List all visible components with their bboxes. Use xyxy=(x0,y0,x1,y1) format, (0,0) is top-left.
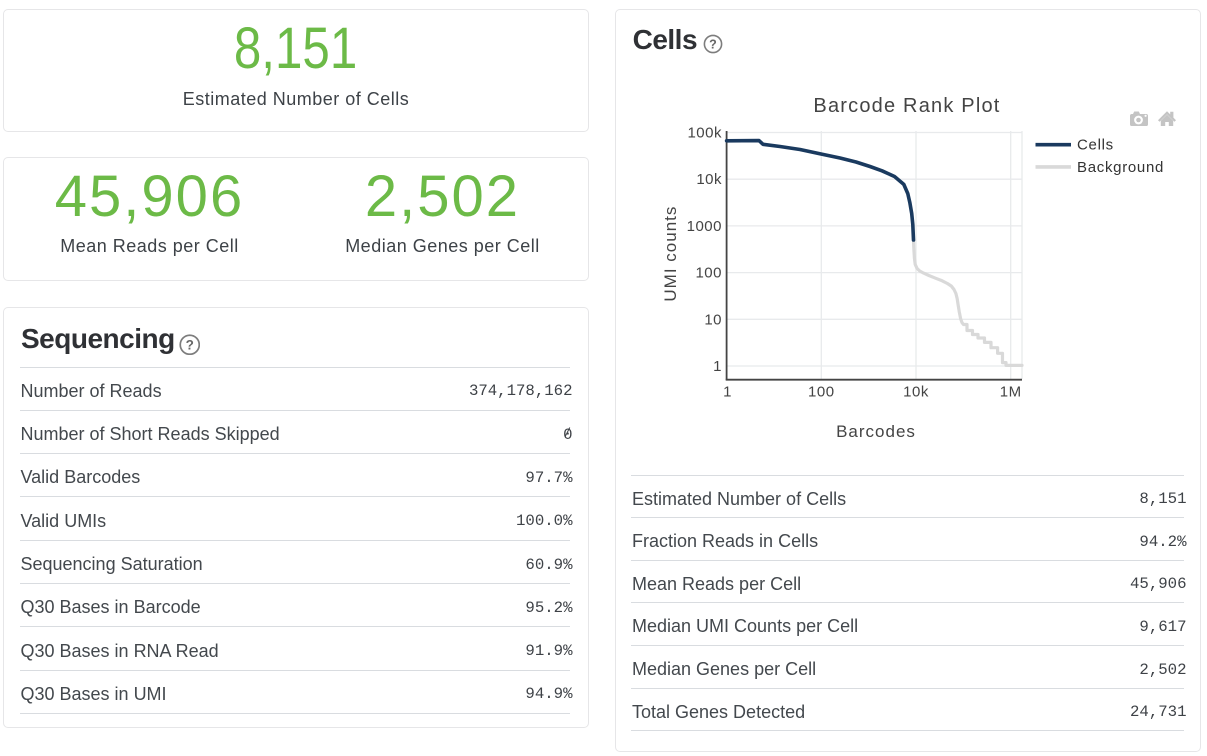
svg-text:?: ? xyxy=(185,337,193,352)
svg-text:Barcodes: Barcodes xyxy=(836,422,916,441)
svg-text:10: 10 xyxy=(704,311,722,328)
svg-text:100k: 100k xyxy=(687,125,722,142)
svg-text:10k: 10k xyxy=(903,384,929,401)
svg-text:?: ? xyxy=(709,37,717,51)
svg-text:1000: 1000 xyxy=(687,218,722,235)
svg-text:UMI counts: UMI counts xyxy=(661,206,680,302)
svg-text:Barcode Rank Plot: Barcode Rank Plot xyxy=(813,95,1000,117)
svg-text:1: 1 xyxy=(713,358,722,375)
svg-text:1M: 1M xyxy=(1000,384,1022,401)
svg-text:10k: 10k xyxy=(696,171,722,188)
svg-text:Background: Background xyxy=(1077,159,1164,176)
svg-text:Cells: Cells xyxy=(1077,137,1114,154)
svg-text:100: 100 xyxy=(808,384,835,401)
svg-text:100: 100 xyxy=(695,265,722,282)
svg-text:1: 1 xyxy=(723,384,732,401)
